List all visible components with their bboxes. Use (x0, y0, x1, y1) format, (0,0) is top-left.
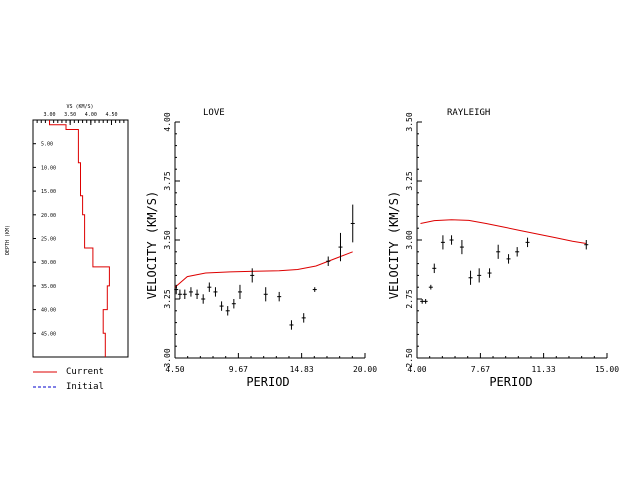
ray-y-tick-label: 3.00 (405, 230, 414, 249)
depth-y-tick-label: 45.00 (41, 331, 56, 337)
love-title: LOVE (203, 108, 225, 118)
love-x-tick-label: 4.50 (165, 365, 184, 374)
rayleigh-x-label: PERIOD (489, 375, 532, 389)
depth-x-tick-label: 3.50 (64, 112, 76, 118)
legend: Current Initial (33, 367, 104, 392)
depth-y-tick-label: 30.00 (41, 260, 56, 266)
depth-y-tick-label: 15.00 (41, 189, 56, 195)
legend-initial-label: Initial (66, 382, 104, 392)
love-y-tick-label: 3.50 (163, 230, 172, 249)
depth-y-tick-label: 5.00 (41, 142, 53, 148)
depth-y-tick-label: 20.00 (41, 213, 56, 219)
rayleigh-panel: RAYLEIGH 4.00 7.67 11.33 15.00 2.50 2.75 3.00… (387, 108, 619, 389)
rayleigh-model-curve (420, 219, 587, 244)
ray-y-tick-label: 2.50 (405, 348, 414, 367)
depth-x-tick-label: 4.50 (105, 112, 117, 118)
ray-x-tick-label: 4.00 (407, 365, 426, 374)
ray-y-tick-label: 3.25 (405, 171, 414, 190)
love-x-label: PERIOD (246, 375, 289, 389)
legend-current-label: Current (66, 367, 104, 377)
love-y-tick-label: 3.00 (163, 348, 172, 367)
ray-x-tick-label: 7.67 (471, 365, 490, 374)
depth-x-tick-label: 4.00 (85, 112, 97, 118)
love-y-tick-label: 3.75 (163, 171, 172, 190)
ray-x-tick-label: 15.00 (595, 365, 619, 374)
love-x-tick-label: 20.00 (353, 365, 377, 374)
depth-y-tick-label: 25.00 (41, 237, 56, 243)
depth-profile-current-line (49, 120, 110, 357)
ray-x-tick-label: 11.33 (532, 365, 556, 374)
depth-profile-panel: VS (KM/S) DEPTH (KM) 3.00 3.50 4.00 4.50 5.… (5, 104, 129, 358)
rayleigh-title: RAYLEIGH (447, 108, 490, 118)
ray-y-tick-label: 2.75 (405, 289, 414, 308)
depth-y-title: DEPTH (KM) (5, 225, 11, 255)
rayleigh-y-label: VELOCITY (KM/S) (387, 191, 401, 299)
love-x-tick-label: 9.67 (229, 365, 248, 374)
ray-y-tick-label: 3.50 (405, 112, 414, 131)
depth-y-tick-label: 35.00 (41, 284, 56, 290)
love-model-curve (174, 251, 353, 288)
love-y-tick-label: 4.00 (163, 112, 172, 131)
depth-y-tick-label: 40.00 (41, 308, 56, 314)
depth-x-tick-label: 3.00 (43, 112, 55, 118)
love-y-label: VELOCITY (KM/S) (145, 191, 159, 299)
depth-x-title: VS (KM/S) (66, 104, 93, 110)
love-y-tick-label: 3.25 (163, 289, 172, 308)
depth-y-tick-label: 10.00 (41, 165, 56, 171)
love-x-tick-label: 14.83 (290, 365, 314, 374)
love-panel: LOVE 4.50 9.67 14.83 20.00 3.00 3.25 3.50 3.75… (145, 108, 377, 389)
